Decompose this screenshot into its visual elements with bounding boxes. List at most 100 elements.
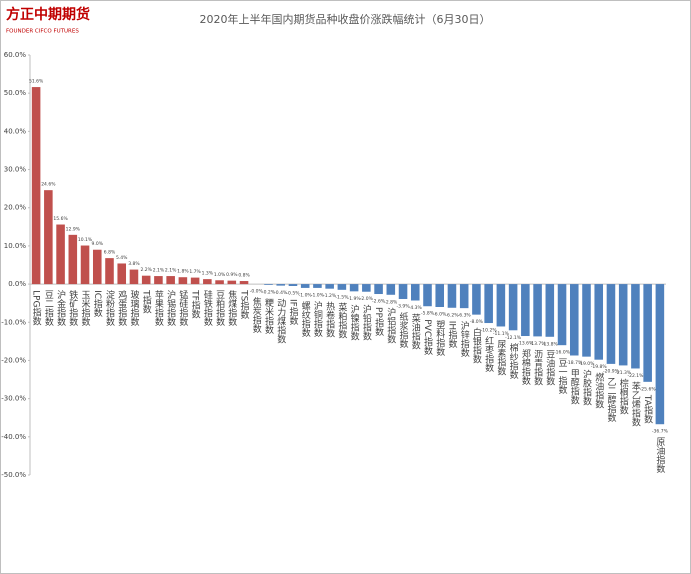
bar bbox=[80, 245, 90, 285]
value-label: 12.9% bbox=[66, 226, 81, 232]
bar bbox=[557, 284, 567, 346]
value-label: 1.8% bbox=[177, 269, 189, 275]
x-tick-label: LPG指数 bbox=[31, 290, 42, 326]
x-tick-label: T指数 bbox=[141, 289, 152, 314]
bar bbox=[239, 281, 249, 285]
bar bbox=[300, 284, 310, 288]
y-tick-label: 20.0% bbox=[4, 204, 27, 212]
x-tick-label: TS指数 bbox=[239, 289, 250, 320]
value-label: -2.0% bbox=[360, 296, 374, 302]
x-tick-label: 菜粕指数 bbox=[336, 302, 347, 340]
x-tick-label: 豆粕指数 bbox=[214, 290, 225, 327]
value-label: -13.8% bbox=[542, 341, 559, 347]
bar bbox=[337, 284, 347, 290]
value-label: -22.1% bbox=[627, 373, 644, 379]
x-tick-label: PVC指数 bbox=[422, 319, 433, 356]
value-label: -5.8% bbox=[421, 311, 435, 317]
bar bbox=[31, 87, 41, 285]
x-tick-label: 菜油指数 bbox=[410, 312, 421, 350]
bar bbox=[569, 284, 579, 356]
bar bbox=[508, 284, 518, 331]
value-label: -0.2% bbox=[262, 289, 276, 295]
x-tick-label: 沪锌指数 bbox=[459, 320, 470, 358]
bar bbox=[582, 284, 591, 357]
x-tick-label: PP指数 bbox=[373, 307, 384, 337]
value-label: -3.9% bbox=[397, 303, 411, 309]
y-tick-label: 30.0% bbox=[4, 166, 27, 174]
value-label: -0.5% bbox=[286, 291, 300, 297]
x-tick-label: 苹果指数 bbox=[153, 289, 164, 327]
bar bbox=[227, 280, 237, 285]
bar bbox=[141, 275, 151, 285]
x-tick-label: TA指数 bbox=[642, 394, 653, 425]
value-label: 2.1% bbox=[153, 268, 165, 274]
value-label: -1.0% bbox=[299, 292, 313, 298]
y-tick-label: -50.0% bbox=[1, 471, 26, 479]
bar bbox=[313, 284, 322, 288]
x-tick-label: 沪铝指数 bbox=[385, 307, 396, 345]
x-tick-label: 沥青指数 bbox=[532, 349, 543, 386]
value-label: -4.3% bbox=[409, 305, 423, 311]
value-label: -36.7% bbox=[652, 429, 669, 435]
value-label: -0.0% bbox=[250, 289, 264, 295]
y-tick-label: -30.0% bbox=[1, 395, 26, 403]
value-label: -1.2% bbox=[323, 293, 337, 299]
value-label: 0.9% bbox=[226, 272, 238, 278]
value-label: -6.3% bbox=[458, 313, 472, 319]
value-label: -13.6% bbox=[517, 341, 534, 347]
y-tick-label: -40.0% bbox=[1, 433, 26, 441]
x-tick-label: 白银指数 bbox=[471, 327, 482, 365]
x-tick-label: 铁矿指数 bbox=[67, 289, 78, 327]
x-tick-label: 燃油指数 bbox=[593, 372, 604, 410]
value-label: -10.2% bbox=[481, 328, 498, 334]
value-label: -16.0% bbox=[554, 350, 571, 356]
bar bbox=[203, 279, 212, 285]
bar bbox=[423, 284, 432, 307]
value-label: 6.8% bbox=[104, 250, 116, 256]
x-tick-label: 豆一指数 bbox=[557, 358, 568, 395]
value-label: 5.4% bbox=[116, 255, 128, 261]
x-tick-label: 玻璃指数 bbox=[128, 289, 139, 327]
bar bbox=[105, 258, 114, 285]
value-label: 9.0% bbox=[92, 241, 104, 247]
bar bbox=[472, 284, 481, 315]
logo-name: 方正中期期货 bbox=[6, 6, 90, 23]
x-tick-label: 原油指数 bbox=[654, 437, 665, 474]
value-label: 1.0% bbox=[214, 272, 226, 278]
bar bbox=[154, 276, 163, 285]
value-label: -18.7% bbox=[566, 360, 583, 366]
value-label: -13.7% bbox=[530, 341, 547, 347]
value-label: -2.8% bbox=[384, 299, 398, 305]
value-label: -0.4% bbox=[274, 290, 288, 296]
value-label: -19.8% bbox=[591, 364, 608, 370]
value-label: -6.2% bbox=[445, 312, 459, 318]
bar bbox=[631, 284, 640, 369]
logo-english: FOUNDER CIFCO FUTURES bbox=[6, 29, 79, 35]
value-label: 2.2% bbox=[140, 267, 152, 273]
value-label: 3.8% bbox=[128, 261, 140, 267]
x-tick-label: 沪金指数 bbox=[55, 289, 65, 327]
bar bbox=[484, 284, 493, 324]
value-label: 0.8% bbox=[238, 273, 250, 279]
value-label: -1.0% bbox=[311, 292, 325, 298]
value-label: -1.9% bbox=[348, 296, 362, 302]
x-tick-label: 纸浆指数 bbox=[398, 311, 409, 349]
y-tick-label: 10.0% bbox=[4, 242, 27, 250]
value-label: 24.6% bbox=[41, 182, 56, 188]
x-tick-label: 塑料指数 bbox=[434, 320, 445, 357]
value-label: -6.0% bbox=[433, 312, 447, 318]
x-tick-label: 热卷指数 bbox=[324, 301, 335, 339]
bar bbox=[398, 284, 408, 299]
bar bbox=[410, 284, 420, 301]
value-label: -1.5% bbox=[335, 294, 349, 300]
y-tick-label: -20.0% bbox=[1, 356, 26, 364]
x-tick-label: 沪胶指数 bbox=[581, 369, 592, 407]
x-tick-label: 动力煤指数 bbox=[275, 299, 286, 345]
bar bbox=[655, 284, 665, 425]
y-tick-label: 50.0% bbox=[4, 89, 27, 97]
value-label: -12.1% bbox=[505, 335, 522, 341]
x-tick-label: 沪铜指数 bbox=[312, 300, 323, 338]
bar bbox=[521, 284, 530, 337]
bar bbox=[643, 284, 652, 382]
x-tick-label: 豆二指数 bbox=[43, 290, 54, 327]
